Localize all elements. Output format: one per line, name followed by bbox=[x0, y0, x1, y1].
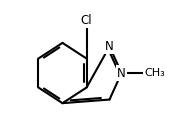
Text: Cl: Cl bbox=[81, 14, 92, 27]
Text: N: N bbox=[117, 66, 126, 79]
Text: CH₃: CH₃ bbox=[145, 68, 165, 78]
Text: N: N bbox=[105, 40, 114, 53]
